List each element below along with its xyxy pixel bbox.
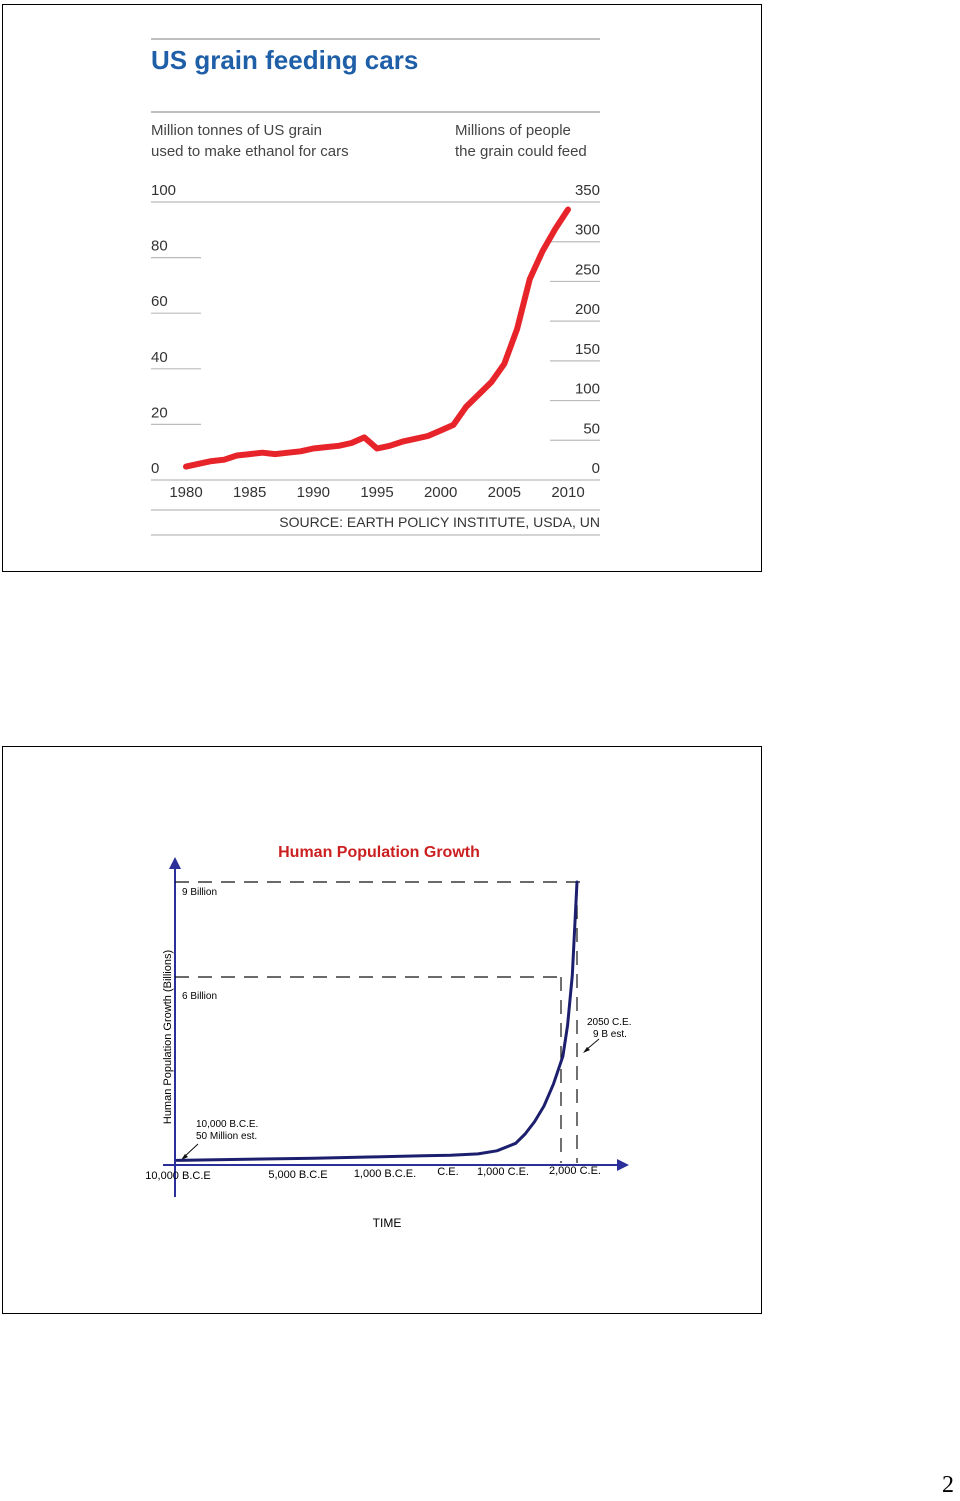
right-tick-label: 0 <box>592 460 600 477</box>
annotation-start-label: 10,000 B.C.E. <box>196 1119 258 1130</box>
x-axis-label: TIME <box>373 1216 402 1230</box>
x-tick-label: 2000 <box>424 484 457 501</box>
right-tick-label: 50 <box>583 420 600 437</box>
x-tick-label: 1,000 C.E. <box>477 1166 529 1178</box>
x-tick-label: 10,000 B.C.E <box>145 1170 210 1182</box>
left-tick-label: 20 <box>151 404 168 421</box>
x-tick-label: 2010 <box>551 484 584 501</box>
x-tick-label: 1995 <box>360 484 393 501</box>
left-tick-label: 100 <box>151 182 176 199</box>
source-note: SOURCE: EARTH POLICY INSTITUTE, USDA, UN <box>279 514 600 530</box>
left-tick-label: 60 <box>151 293 168 310</box>
x-tick-label: 1980 <box>169 484 202 501</box>
right-tick-label: 350 <box>575 182 600 199</box>
annotation-start-arrowhead <box>181 1154 188 1160</box>
left-tick-label: 80 <box>151 238 168 255</box>
ref-label-6b: 6 Billion <box>182 991 217 1002</box>
x-tick-label: 1990 <box>297 484 330 501</box>
annotation-end-arrowhead <box>583 1047 590 1053</box>
x-tick-label: 5,000 B.C.E <box>268 1169 327 1181</box>
slide-grain-chart: US grain feeding cars Million tonnes of … <box>2 4 762 572</box>
right-tick-label: 150 <box>575 341 600 358</box>
population-chart: Human Population Growth 9 Billion 6 Bill… <box>145 844 631 1230</box>
annotation-end-arrow <box>585 1038 600 1051</box>
page-number: 2 <box>942 1472 954 1498</box>
x-tick-label: C.E. <box>437 1166 458 1178</box>
series-line-ethanol-grain <box>183 206 571 470</box>
right-tick-label: 200 <box>575 301 600 318</box>
right-tick-label: 100 <box>575 381 600 398</box>
annotation-start-arrow <box>183 1143 199 1158</box>
x-tick-label: 2005 <box>488 484 521 501</box>
right-axis-label: Millions of people the grain could feed <box>455 122 587 160</box>
right-tick-label: 250 <box>575 261 600 278</box>
annotation-end-label: 2050 C.E. <box>587 1017 631 1028</box>
left-tick-label: 40 <box>151 349 168 366</box>
x-tick-label: 2,000 C.E. <box>549 1165 601 1177</box>
slide-population-chart: Human Population Growth 9 Billion 6 Bill… <box>2 746 762 1314</box>
x-tick-label: 1985 <box>233 484 266 501</box>
annotation-end-text: 9 B est. <box>593 1029 627 1040</box>
chart-title: US grain feeding cars <box>151 45 418 75</box>
left-tick-label: 0 <box>151 460 159 477</box>
left-axis-label: Million tonnes of US grain used to make e… <box>151 122 349 160</box>
x-tick-label: 1,000 B.C.E. <box>354 1168 416 1180</box>
ref-label-9b: 9 Billion <box>182 887 217 898</box>
y-axis-label: Human Population Growth (Billions) <box>162 950 174 1124</box>
chart-title: Human Population Growth <box>278 844 480 861</box>
annotation-start-text: 50 Million est. <box>196 1131 257 1142</box>
series-line-population <box>175 880 579 1162</box>
grain-chart: US grain feeding cars Million tonnes of … <box>151 38 600 536</box>
right-tick-label: 300 <box>575 222 600 239</box>
